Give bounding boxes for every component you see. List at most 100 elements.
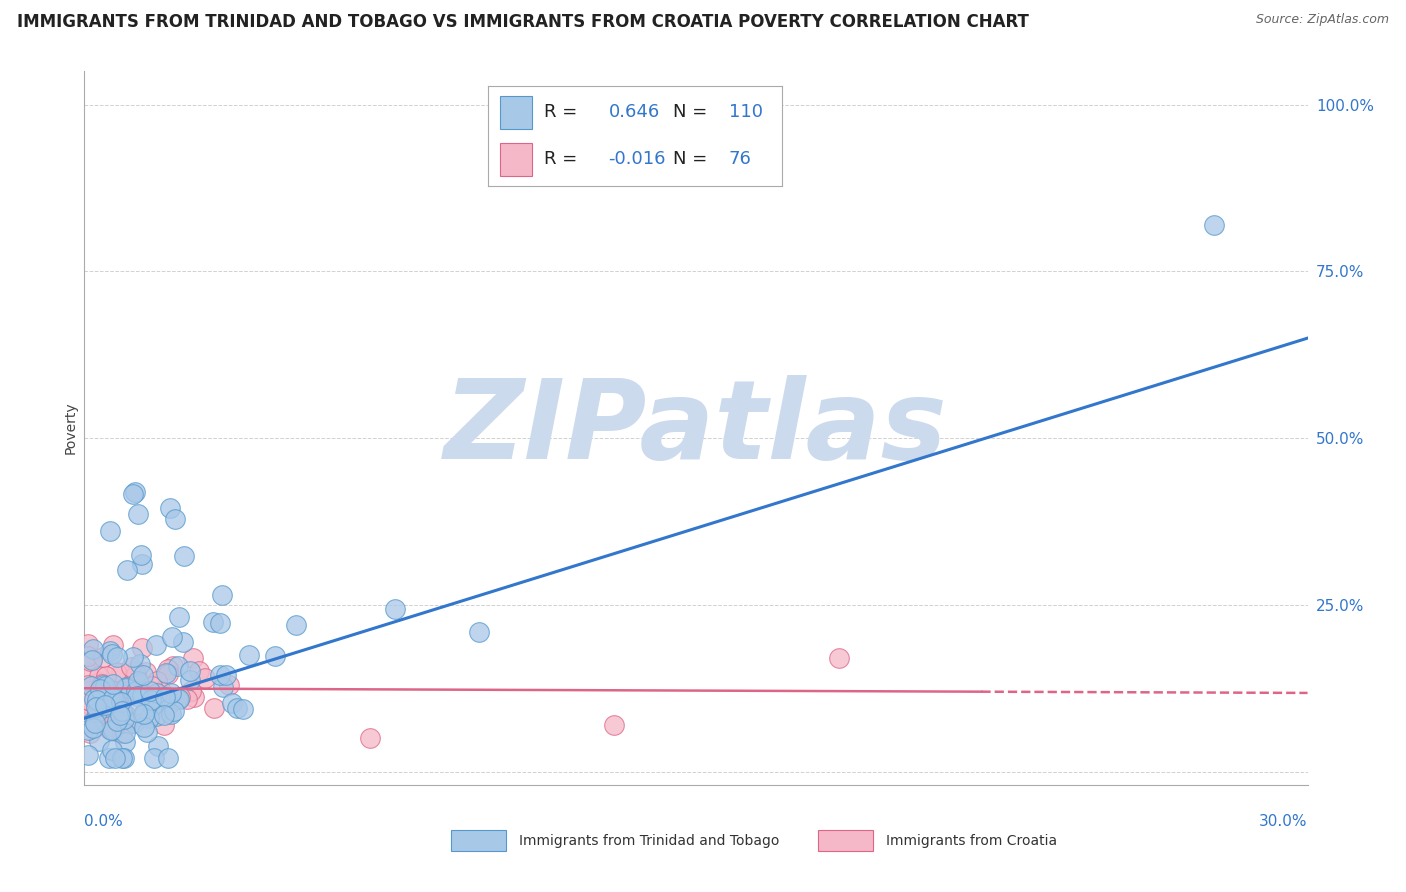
Point [82, 642, 104, 657]
Point [142, 751, 165, 765]
Point [132, 720, 155, 734]
Point [101, 647, 124, 661]
Point [77, 705, 100, 719]
Text: IMMIGRANTS FROM TRINIDAD AND TOBAGO VS IMMIGRANTS FROM CROATIA POVERTY CORRELATI: IMMIGRANTS FROM TRINIDAD AND TOBAGO VS I… [17, 13, 1029, 31]
Point [146, 698, 169, 713]
Point [114, 681, 136, 695]
Point [91, 692, 114, 706]
Point [108, 690, 131, 705]
Point [173, 549, 195, 564]
Point [107, 700, 129, 714]
Point [86, 692, 108, 706]
Point [77, 701, 100, 715]
Point [120, 659, 142, 673]
Point [90, 677, 112, 691]
Point [176, 692, 198, 706]
Point [98, 644, 121, 658]
Point [105, 665, 128, 680]
Point [169, 690, 191, 704]
Point [226, 701, 249, 715]
Point [79, 654, 101, 668]
Point [167, 610, 190, 624]
Point [77, 748, 100, 763]
Point [91, 681, 114, 696]
Point [157, 662, 180, 676]
Point [80, 652, 103, 666]
Text: Immigrants from Croatia: Immigrants from Croatia [886, 834, 1057, 847]
Point [127, 705, 149, 719]
Point [101, 743, 124, 757]
Point [94, 669, 117, 683]
Point [100, 723, 122, 737]
Point [132, 707, 155, 722]
Point [83, 713, 105, 727]
Point [111, 751, 134, 765]
Point [125, 666, 148, 681]
Point [145, 709, 167, 723]
Point [83, 716, 105, 731]
Point [94, 679, 117, 693]
Point [180, 684, 202, 698]
Point [115, 680, 138, 694]
Point [152, 718, 174, 732]
Point [98, 524, 121, 539]
Point [80, 653, 103, 667]
Point [80, 716, 103, 731]
Point [105, 650, 128, 665]
Point [157, 751, 180, 765]
Point [143, 698, 166, 712]
Point [121, 649, 143, 664]
Point [101, 723, 124, 737]
Point [101, 638, 124, 652]
Text: Immigrants from Trinidad and Tobago: Immigrants from Trinidad and Tobago [519, 834, 779, 847]
Point [86, 705, 108, 719]
Point [135, 724, 157, 739]
Point [89, 733, 111, 747]
Point [87, 716, 110, 731]
Point [179, 664, 201, 678]
Point [105, 714, 128, 729]
Point [77, 649, 100, 664]
Point [384, 602, 406, 616]
Point [96, 697, 118, 711]
Point [145, 639, 167, 653]
Text: ZIPatlas: ZIPatlas [444, 375, 948, 482]
Point [108, 707, 131, 722]
Point [114, 726, 136, 740]
Point [160, 630, 183, 644]
Point [212, 680, 235, 694]
Point [188, 664, 211, 678]
Point [114, 706, 136, 721]
Point [110, 665, 132, 680]
Point [104, 692, 127, 706]
Point [111, 725, 134, 739]
Point [135, 665, 157, 680]
Point [129, 657, 152, 671]
Point [77, 678, 100, 692]
Point [93, 650, 115, 665]
Point [93, 706, 115, 720]
Point [155, 665, 177, 680]
Point [163, 704, 186, 718]
Point [77, 690, 100, 704]
Point [285, 617, 308, 632]
Point [211, 588, 233, 602]
Point [91, 684, 114, 698]
Point [1202, 218, 1225, 232]
Point [77, 693, 100, 707]
Point [132, 706, 155, 721]
Point [138, 711, 160, 725]
FancyBboxPatch shape [451, 830, 506, 851]
Point [104, 720, 127, 734]
Point [107, 685, 129, 699]
Point [221, 696, 243, 710]
Point [112, 712, 135, 726]
Point [83, 714, 105, 729]
Point [82, 688, 104, 702]
Point [131, 557, 153, 571]
Point [215, 667, 238, 681]
Point [77, 684, 100, 698]
Point [94, 700, 117, 714]
Point [124, 683, 146, 698]
Point [166, 658, 188, 673]
